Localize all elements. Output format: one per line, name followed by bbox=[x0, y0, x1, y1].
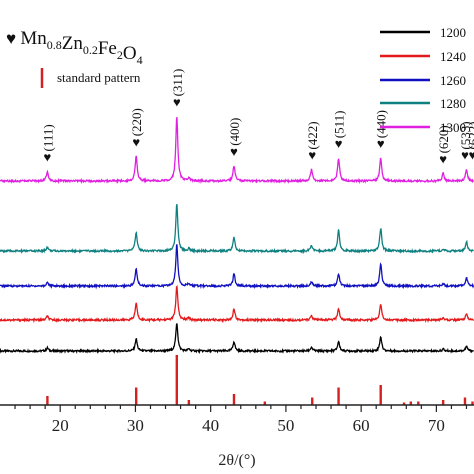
heart-marker-icon: ♥ bbox=[308, 148, 316, 163]
legend-label-1260: 1260 bbox=[440, 73, 466, 88]
legend-label-1200: 1200 bbox=[440, 25, 466, 40]
heart-marker-icon: ♥ bbox=[173, 94, 181, 109]
peak-label: (440) bbox=[374, 110, 389, 138]
heart-marker-icon: ♥ bbox=[44, 150, 52, 165]
x-axis-title: 2θ/(°) bbox=[218, 452, 255, 469]
peak-label: (622) bbox=[465, 121, 474, 149]
legend: 1200 1240 1260 1280 1300 bbox=[380, 25, 466, 135]
series-line-1300 bbox=[0, 117, 474, 185]
x-tick-label: 50 bbox=[277, 416, 294, 435]
heart-marker-icon: ♥ bbox=[230, 144, 238, 159]
x-tick-label: 20 bbox=[52, 416, 69, 435]
standard-pattern-area bbox=[46, 355, 474, 405]
heart-marker-icon: ♥ bbox=[132, 134, 140, 149]
x-tick-label: 40 bbox=[202, 416, 219, 435]
heart-marker-icon: ♥ bbox=[439, 151, 447, 166]
standard-legend-label: standard pattern bbox=[57, 70, 141, 85]
peak-label: (111) bbox=[40, 124, 55, 151]
series-line-1200 bbox=[0, 323, 474, 355]
x-tick-label: 30 bbox=[127, 416, 144, 435]
heart-marker-icon: ♥ bbox=[469, 148, 474, 163]
series-line-1260 bbox=[0, 244, 474, 290]
legend-label-1240: 1240 bbox=[440, 49, 466, 64]
x-tick-label: 60 bbox=[353, 416, 370, 435]
series-line-1280 bbox=[0, 203, 474, 255]
heart-marker-icon: ♥ bbox=[461, 148, 469, 163]
compound-formula: ♥ Mn0.8Zn0.2Fe2O4 bbox=[6, 28, 143, 67]
peak-label: (220) bbox=[129, 108, 144, 136]
heart-marker-icon: ♥ bbox=[377, 136, 385, 151]
peak-labels: ♥(111) ♥(220)♥(311)♥(400)♥(422) ♥(511)♥(44… bbox=[40, 69, 474, 167]
compound-label: ♥ Mn0.8Zn0.2Fe2O4 standard pattern bbox=[6, 28, 143, 88]
peak-label: (311) bbox=[170, 69, 185, 97]
x-tick-label: 70 bbox=[428, 416, 445, 435]
axes: 20 30 40 50 60 70 2θ/(°) bbox=[0, 404, 474, 469]
legend-label-1300: 1300 bbox=[440, 120, 466, 135]
peak-label: (511) bbox=[332, 111, 347, 139]
legend-label-1280: 1280 bbox=[440, 96, 466, 111]
peak-label: (400) bbox=[227, 118, 242, 146]
peak-label: (533) bbox=[458, 121, 473, 149]
plot-area bbox=[0, 117, 474, 355]
heart-marker-icon: ♥ bbox=[335, 136, 343, 151]
series-line-1240 bbox=[0, 284, 474, 324]
peak-label: (422) bbox=[305, 121, 320, 149]
peak-label: (620) bbox=[436, 125, 451, 153]
